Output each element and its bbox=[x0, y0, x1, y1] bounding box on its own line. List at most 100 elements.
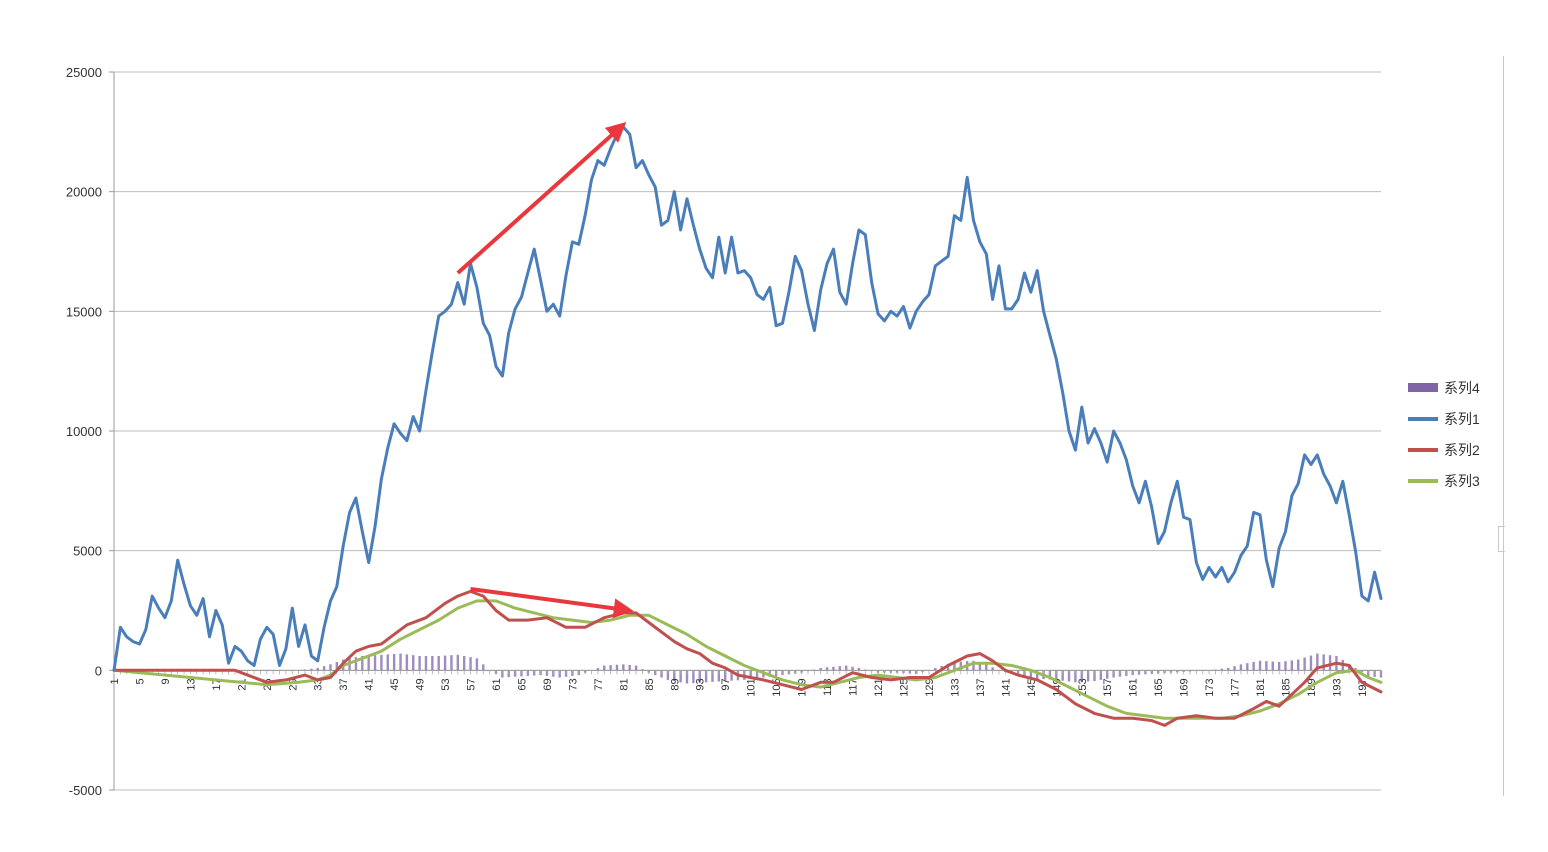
series-4-bar bbox=[1322, 654, 1325, 671]
series-4-bar bbox=[1252, 661, 1255, 671]
series-4-bar bbox=[1309, 655, 1313, 671]
x-tick-label: 137 bbox=[975, 678, 987, 696]
series-4-bar bbox=[1067, 670, 1071, 682]
x-tick-label: 89 bbox=[669, 678, 681, 690]
series-4-bar bbox=[1074, 670, 1077, 683]
series-4-bar bbox=[431, 655, 434, 671]
legend-swatch bbox=[1408, 447, 1438, 452]
series-4-bar bbox=[329, 664, 332, 671]
series-4-bar bbox=[450, 655, 453, 671]
series-4-bar bbox=[367, 655, 370, 671]
legend-swatch bbox=[1408, 478, 1438, 483]
series-4-bar bbox=[335, 661, 339, 671]
series-4-bar bbox=[412, 655, 415, 671]
legend-label: 系列2 bbox=[1444, 441, 1480, 458]
x-tick-label: 121 bbox=[873, 678, 885, 696]
series-4-bar bbox=[418, 655, 421, 671]
x-tick-label: 129 bbox=[924, 678, 936, 696]
series-4-bar bbox=[1048, 670, 1052, 680]
series-4-bar bbox=[934, 667, 937, 671]
legend-item-series-1: 系列1 bbox=[1408, 403, 1480, 434]
series-4-bar bbox=[704, 670, 708, 683]
series-4-bar bbox=[622, 664, 625, 671]
series-4-bar bbox=[692, 670, 695, 684]
series-4-bar bbox=[380, 654, 383, 671]
x-tick-label: 53 bbox=[440, 678, 452, 690]
series-4-bar bbox=[991, 667, 994, 671]
x-tick-label: 1 bbox=[109, 678, 121, 684]
legend-label: 系列3 bbox=[1444, 472, 1480, 489]
series-line-2 bbox=[112, 125, 1383, 672]
series-4-bar bbox=[959, 661, 962, 671]
series-4-bar bbox=[603, 665, 606, 671]
legend-swatch bbox=[1408, 383, 1438, 392]
legend: 系列4 系列1 系列2 系列3 bbox=[1408, 372, 1480, 496]
series-4-bar bbox=[724, 670, 727, 682]
series-4-bar bbox=[749, 670, 752, 680]
series-4-bar bbox=[443, 655, 447, 671]
series-4-bar bbox=[1086, 670, 1090, 682]
series-4-bar bbox=[405, 654, 409, 671]
series-4-bar bbox=[1246, 663, 1249, 671]
series-4-bar bbox=[628, 664, 631, 671]
y-tick-label: 5000 bbox=[73, 544, 102, 559]
series-4-bar bbox=[462, 655, 466, 671]
x-tick-label: 185 bbox=[1280, 678, 1292, 696]
x-tick-label: 173 bbox=[1204, 678, 1216, 696]
series-4-bar bbox=[475, 658, 479, 671]
series-4-bar bbox=[673, 670, 676, 682]
series-4-bar bbox=[634, 665, 638, 671]
y-tick-label: 15000 bbox=[66, 304, 102, 319]
x-tick-label: 93 bbox=[695, 678, 707, 690]
legend-item-series-3: 系列3 bbox=[1408, 465, 1480, 496]
x-tick-label: 133 bbox=[949, 678, 961, 696]
series-4-bar bbox=[985, 664, 988, 671]
x-tick-label: 61 bbox=[491, 678, 503, 690]
series-4-bar bbox=[1316, 653, 1319, 671]
series-4-bar bbox=[1277, 661, 1281, 671]
x-tick-label: 177 bbox=[1230, 678, 1242, 696]
series-4-bar bbox=[386, 654, 389, 671]
series-4-bar bbox=[857, 667, 861, 671]
x-tick-label: 193 bbox=[1331, 678, 1343, 696]
series-4-bar bbox=[1239, 664, 1243, 671]
annotation-arrow bbox=[470, 586, 634, 619]
series-4-bar bbox=[399, 653, 402, 671]
series-4-bar bbox=[1035, 670, 1039, 679]
series-4-bar bbox=[953, 661, 956, 671]
x-tick-label: 101 bbox=[746, 678, 758, 696]
series-4-bar bbox=[666, 670, 670, 680]
series-4-bar bbox=[1220, 668, 1224, 671]
series-4-bar bbox=[641, 669, 644, 671]
series-4-bar bbox=[1233, 666, 1236, 671]
series-4-bar bbox=[1093, 670, 1096, 682]
right-frame-notch bbox=[1498, 526, 1505, 552]
series-4-bar bbox=[456, 654, 460, 671]
x-tick-label: 85 bbox=[644, 678, 656, 690]
x-tick-label: 5 bbox=[134, 678, 146, 684]
series-4-bar bbox=[838, 666, 842, 671]
series-4-bar bbox=[832, 666, 835, 671]
series-4-bar bbox=[361, 655, 364, 671]
legend-item-series-4: 系列4 bbox=[1408, 372, 1480, 403]
y-tick-label: 0 bbox=[95, 663, 102, 678]
series-4-bar bbox=[679, 670, 682, 683]
series-4-bar bbox=[717, 670, 721, 682]
x-tick-label: 49 bbox=[415, 678, 427, 690]
legend-label: 系列4 bbox=[1444, 379, 1480, 396]
series-4-bar bbox=[482, 664, 485, 671]
x-tick-label: 141 bbox=[1000, 678, 1012, 696]
series-4-bar bbox=[1265, 661, 1268, 671]
x-tick-label: 9 bbox=[160, 678, 172, 684]
x-tick-label: 125 bbox=[898, 678, 910, 696]
series-4-bar bbox=[373, 655, 377, 671]
legend-label: 系列1 bbox=[1444, 410, 1480, 427]
series-4-bar bbox=[469, 657, 472, 671]
series-4-bar bbox=[392, 653, 396, 671]
x-tick-label: 157 bbox=[1102, 678, 1114, 696]
right-frame-edge bbox=[1503, 56, 1504, 796]
series-4-bar bbox=[1080, 670, 1083, 682]
legend-swatch bbox=[1408, 416, 1438, 421]
series-4-bar bbox=[730, 670, 733, 681]
